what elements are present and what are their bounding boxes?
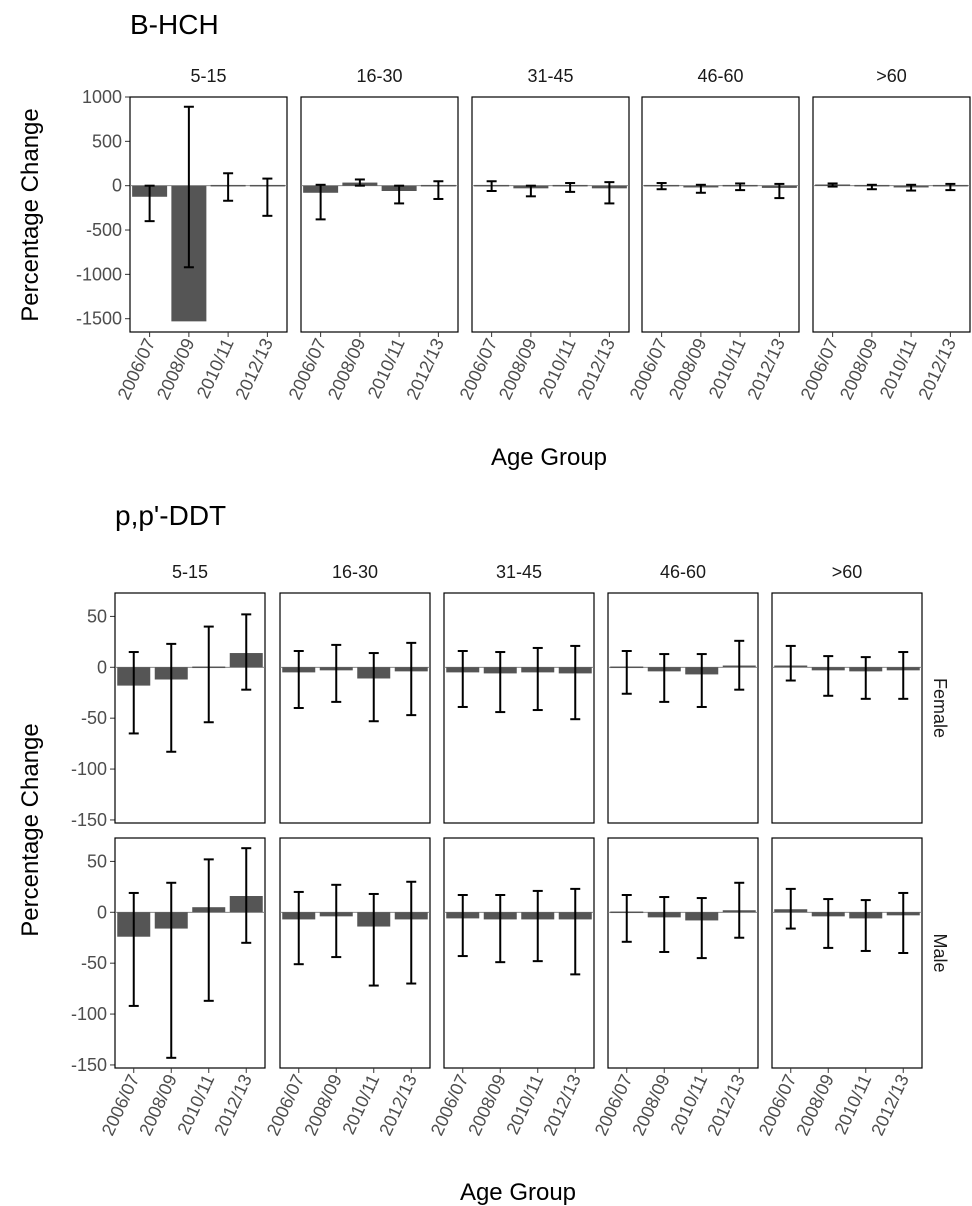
x-tick-label: 2010/11: [535, 335, 580, 401]
y-axis-title: Percentage Change: [17, 723, 44, 937]
y-tick-label: -1000: [76, 264, 122, 284]
facet-label: >60: [832, 562, 863, 582]
chart-panels: 5-15 16-30 31-45 46-60 >60 50 0 -50 -100 -150 Fema…: [71, 562, 950, 1139]
x-tick-label: 2010/11: [705, 335, 750, 401]
x-axis-title: Age Group: [491, 444, 607, 471]
x-tick-label: 2012/13: [573, 335, 619, 402]
panel-frame: [771, 837, 923, 1069]
y-tick-label: -50: [81, 708, 107, 728]
facet-label: 31-45: [527, 66, 573, 86]
y-tick-label: 50: [87, 851, 107, 871]
y-axis-title: Percentage Change: [17, 108, 44, 322]
y-tick-label: -1500: [76, 309, 122, 329]
panel-frame: [771, 592, 923, 824]
x-tick-label: 2006/07: [456, 335, 502, 402]
x-tick-label: 2006/07: [797, 335, 843, 402]
panel-frame: [443, 837, 595, 1069]
y-tick-label: -150: [71, 1055, 107, 1075]
facet-panel: [443, 592, 595, 824]
chart-title: p,p'-DDT: [115, 500, 226, 531]
x-tick-label: 2008/09: [665, 335, 711, 402]
panel-frame: [114, 592, 266, 824]
y-tick-label: 1000: [82, 87, 122, 107]
facet-panel: [607, 592, 759, 824]
panel-frame: [812, 96, 971, 333]
x-tick-label: 2012/13: [914, 335, 960, 402]
y-tick-label: 0: [97, 657, 107, 677]
panel-frame: [471, 96, 630, 333]
y-tick-label: -100: [71, 1004, 107, 1024]
y-tick-label: -150: [71, 810, 107, 830]
facet-label: 46-60: [697, 66, 743, 86]
facet-label: 5-15: [190, 66, 226, 86]
row-label: Male: [930, 933, 950, 972]
facet-label: 31-45: [496, 562, 542, 582]
facet-label: 16-30: [356, 66, 402, 86]
facet-label: 16-30: [332, 562, 378, 582]
chart-bhch: B-HCH Percentage Change Age Group 5-15 16…: [17, 9, 971, 471]
x-tick-label: 2006/07: [626, 335, 672, 402]
panel-frame: [300, 96, 459, 333]
x-tick-label: 2008/09: [836, 335, 882, 402]
panel-frame: [607, 592, 759, 824]
chart-title: B-HCH: [130, 9, 219, 40]
panel-frame: [641, 96, 800, 333]
x-tick-label: 2012/13: [743, 335, 789, 402]
facet-label: 46-60: [660, 562, 706, 582]
facet-panel: [771, 592, 923, 824]
y-tick-label: -500: [86, 220, 122, 240]
x-tick-label: 2010/11: [193, 335, 238, 401]
y-tick-label: -100: [71, 759, 107, 779]
panel-frame: [279, 837, 431, 1069]
facet-label: 5-15: [172, 562, 208, 582]
y-tick-label: -50: [81, 953, 107, 973]
facet-panel: [279, 592, 431, 824]
y-tick-label: 0: [97, 902, 107, 922]
panel-frame: [607, 837, 759, 1069]
y-tick-label: 0: [112, 176, 122, 196]
panel-frame: [129, 96, 288, 333]
panel-frame: [114, 837, 266, 1069]
y-tick-label: 500: [92, 131, 122, 151]
row-label: Female: [930, 678, 950, 738]
x-tick-label: 2010/11: [876, 335, 921, 401]
x-tick-label: 2008/09: [324, 335, 370, 402]
x-tick-label: 2008/09: [153, 335, 199, 402]
chart-ppddt: p,p'-DDT Percentage Change Age Group 5-1…: [17, 500, 950, 1206]
y-tick-label: 50: [87, 606, 107, 626]
facet-panel: [114, 592, 266, 824]
panel-frame: [443, 592, 595, 824]
chart-panels: 5-15 16-30 31-45 46-60 >60 1000 500 0 -500 -1000 -…: [76, 66, 971, 403]
x-tick-label: 2012/13: [231, 335, 277, 402]
x-tick-label: 2006/07: [285, 335, 331, 402]
x-axis-title: Age Group: [460, 1179, 576, 1206]
x-tick-label: 2010/11: [364, 335, 409, 401]
x-tick-label: 2006/07: [114, 335, 160, 402]
x-tick-label: 2012/13: [402, 335, 448, 402]
x-tick-label: 2008/09: [495, 335, 541, 402]
facet-label: >60: [876, 66, 907, 86]
panel-frame: [279, 592, 431, 824]
